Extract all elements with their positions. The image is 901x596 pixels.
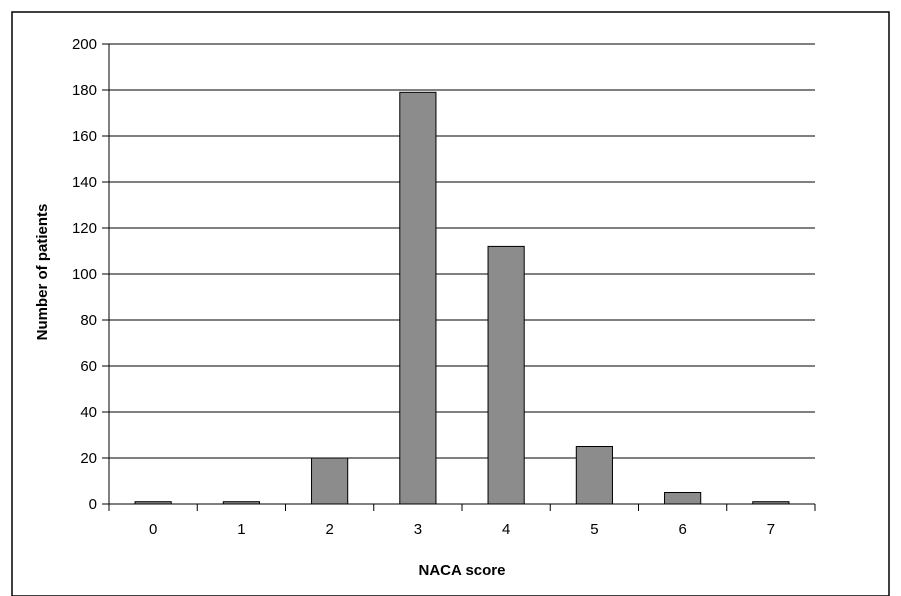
x-tick-label: 0 xyxy=(149,521,157,538)
bar-5 xyxy=(575,446,613,505)
y-tick-label: 20 xyxy=(80,450,97,467)
axes xyxy=(102,43,816,511)
x-tick-label: 5 xyxy=(590,521,598,538)
chart-border xyxy=(11,11,890,596)
y-tick-label: 100 xyxy=(72,266,97,283)
y-tick-label: 140 xyxy=(72,174,97,191)
y-tick-label: 0 xyxy=(89,496,97,513)
x-axis-title: NACA score xyxy=(419,562,506,579)
x-tick-label: 7 xyxy=(767,521,775,538)
x-tick-label: 4 xyxy=(502,521,510,538)
x-tick-labels: 0 1 2 3 4 5 6 7 xyxy=(149,521,775,538)
y-axis-title: Number of patients xyxy=(34,204,51,341)
bars xyxy=(134,91,790,505)
y-tick-label: 120 xyxy=(72,220,97,237)
bar-3 xyxy=(399,91,437,505)
y-tick-label: 200 xyxy=(72,36,97,53)
bar-2 xyxy=(311,457,349,505)
y-tick-label: 180 xyxy=(72,82,97,99)
bar-4 xyxy=(487,245,525,505)
x-tick-label: 3 xyxy=(414,521,422,538)
y-tick-label: 60 xyxy=(80,358,97,375)
y-tick-labels: 0 20 40 60 80 100 120 140 160 180 200 xyxy=(72,36,97,513)
y-tick-label: 40 xyxy=(80,404,97,421)
x-tick-label: 1 xyxy=(237,521,245,538)
y-tick-label: 80 xyxy=(80,312,97,329)
bar-6 xyxy=(664,492,702,505)
y-tick-label: 160 xyxy=(72,128,97,145)
x-tick-label: 2 xyxy=(325,521,333,538)
x-tick-label: 6 xyxy=(678,521,686,538)
gridlines xyxy=(109,43,815,459)
